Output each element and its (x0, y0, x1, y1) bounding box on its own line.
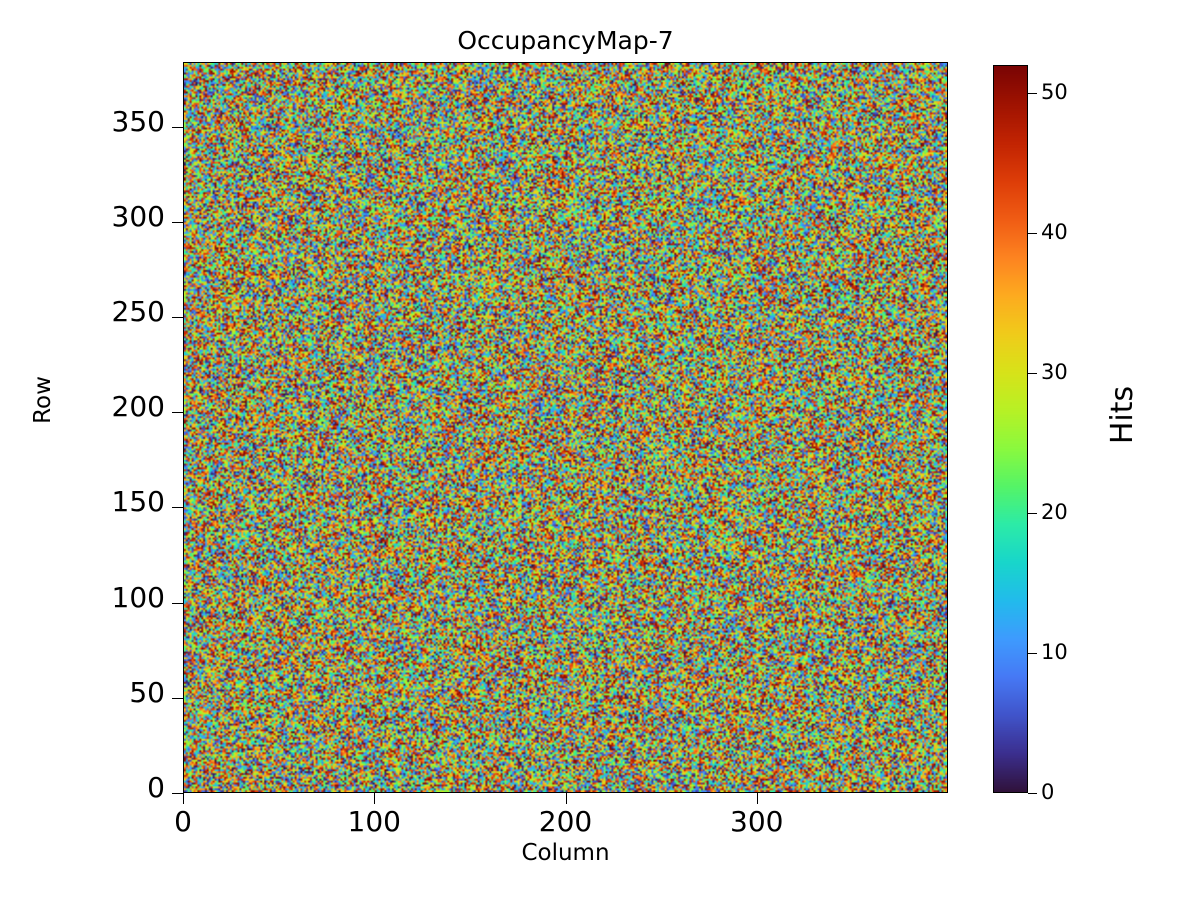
colorbar-tick-label: 20 (1041, 500, 1068, 524)
page-title: OccupancyMap-7 (457, 26, 674, 55)
y-tick-label: 200 (111, 390, 165, 424)
heatmap-axes (183, 62, 948, 793)
y-tick-mark (172, 602, 183, 604)
colorbar-tick-label: 40 (1041, 220, 1068, 244)
x-axis-label: Column (521, 840, 610, 866)
y-tick-label: 300 (111, 199, 165, 233)
x-tick-mark (374, 793, 376, 804)
x-tick-label: 0 (174, 805, 192, 838)
y-tick-label: 0 (147, 771, 165, 804)
colorbar-tick-label: 0 (1041, 780, 1055, 804)
y-tick-mark (172, 317, 183, 319)
y-tick-mark (172, 793, 183, 794)
y-axis-label: Row (30, 376, 56, 424)
colorbar-tick-mark (1028, 93, 1037, 94)
y-tick-mark (172, 412, 183, 414)
x-tick-mark (183, 793, 184, 804)
colorbar-label: Hits (1105, 385, 1140, 445)
colorbar-tick-label: 30 (1041, 360, 1068, 384)
y-tick-label: 100 (111, 580, 165, 614)
x-tick-mark (756, 793, 758, 804)
x-tick-label: 200 (538, 805, 593, 838)
y-tick-mark (172, 507, 183, 509)
y-tick-label: 250 (111, 295, 165, 329)
colorbar (993, 65, 1028, 793)
colorbar-tick-mark (1028, 793, 1037, 794)
colorbar-tick-mark (1028, 233, 1037, 234)
x-tick-mark (565, 793, 567, 804)
occupancy-heatmap-image (184, 63, 947, 792)
y-tick-label: 50 (129, 675, 165, 709)
x-tick-label: 100 (347, 805, 401, 838)
y-tick-label: 150 (111, 485, 165, 519)
colorbar-tick-mark (1028, 653, 1037, 654)
y-tick-mark (172, 221, 183, 223)
colorbar-gradient-image (994, 66, 1027, 792)
colorbar-tick-label: 10 (1041, 640, 1068, 664)
y-tick-mark (172, 126, 183, 128)
colorbar-tick-mark (1028, 513, 1037, 514)
y-tick-label: 350 (111, 104, 165, 138)
y-tick-mark (172, 697, 183, 699)
x-tick-label: 300 (730, 805, 784, 838)
colorbar-tick-label: 50 (1041, 80, 1068, 104)
colorbar-tick-mark (1028, 373, 1037, 374)
